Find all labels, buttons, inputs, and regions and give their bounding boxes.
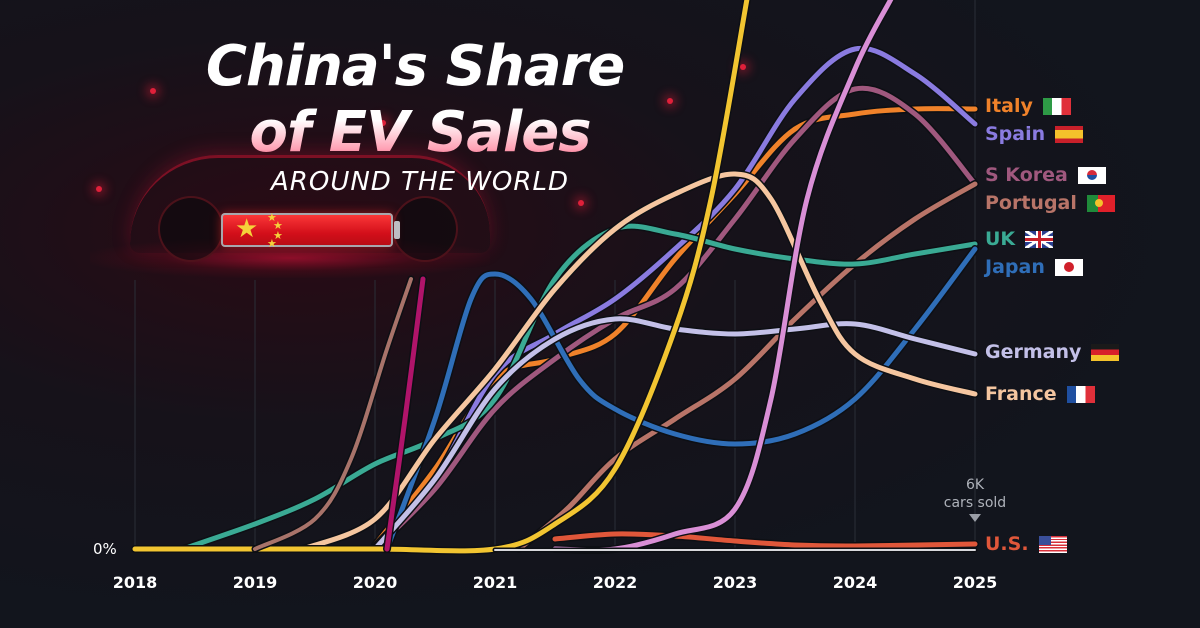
legend-label: Spain	[985, 123, 1046, 145]
legend-item: S Korea	[985, 164, 1106, 186]
legend-item: Portugal	[985, 192, 1115, 214]
small-star-icon: ★	[267, 237, 277, 250]
x-tick-label: 2018	[112, 573, 158, 592]
title-line-1: China's Share	[205, 34, 625, 99]
x-tick-label: 2025	[952, 573, 998, 592]
uk-flag-icon	[1025, 230, 1054, 248]
spain-flag-icon	[1055, 125, 1084, 143]
x-tick-label: 2020	[352, 573, 398, 592]
italy-flag-icon	[1042, 97, 1071, 115]
legend-label: France	[985, 383, 1057, 405]
series-line-u-s	[552, 531, 978, 549]
legend-label: UK	[985, 228, 1016, 250]
car-silhouette	[130, 155, 490, 253]
legend-item: UK	[985, 228, 1054, 250]
small-star-icon: ★	[273, 229, 283, 242]
series-line-unlabeled-tan-exits-behind-title	[253, 277, 413, 551]
x-tick-label: 2023	[712, 573, 758, 592]
series-lines	[131, 0, 979, 555]
small-star-icon: ★	[273, 219, 283, 232]
us-annotation: 6K cars sold	[925, 476, 1025, 522]
legend-item: Japan	[985, 256, 1083, 278]
japan-flag-icon	[1054, 258, 1083, 276]
decorative-dot	[150, 88, 156, 94]
germany-flag-icon	[1091, 343, 1120, 361]
decorative-dot	[740, 64, 746, 70]
small-star-icon: ★	[267, 211, 277, 224]
series-line-unlabeled-magenta-exits-behind-title	[384, 276, 426, 552]
france-flag-icon	[1066, 385, 1095, 403]
series-line-germany	[372, 316, 978, 552]
series-line-japan	[384, 246, 978, 552]
car-wheel-rear	[392, 196, 458, 262]
x-tick-label: 2021	[472, 573, 518, 592]
down-triangle-icon	[969, 514, 981, 522]
decorative-dot	[667, 98, 673, 104]
y-axis-zero-label: 0%	[93, 540, 117, 558]
large-star-icon: ★	[235, 214, 259, 244]
us-flag-icon	[1038, 535, 1067, 553]
x-tick-label: 2024	[832, 573, 878, 592]
annotation-text: cars sold	[943, 495, 1007, 511]
subtitle: AROUND THE WORLD	[271, 167, 569, 197]
series-line-unlabeled-pink-exits-top	[552, 0, 894, 553]
legend-item: Italy	[985, 95, 1071, 117]
series-line-portugal	[516, 181, 978, 552]
legend-item: Spain	[985, 123, 1084, 145]
legend-label: S Korea	[985, 164, 1068, 186]
decorative-dot	[96, 186, 102, 192]
x-tick-label: 2022	[592, 573, 638, 592]
south-korea-flag-icon	[1077, 166, 1106, 184]
annotation-value: 6K	[965, 477, 985, 493]
legend-item: France	[985, 383, 1095, 405]
x-tick-label: 2019	[232, 573, 278, 592]
series-line-unlabeled-yellow-exits-top	[132, 0, 750, 554]
legend-item: Germany	[985, 341, 1120, 363]
series-line-france	[300, 171, 978, 552]
legend-label: U.S.	[985, 533, 1029, 555]
decorative-dot	[380, 120, 386, 126]
portugal-flag-icon	[1086, 194, 1115, 212]
china-flag-battery-icon: ★ ★ ★ ★ ★	[221, 211, 400, 250]
series-line-s-korea	[372, 85, 978, 552]
title-line-2: of EV Sales	[190, 100, 650, 166]
legend-label: Italy	[985, 95, 1033, 117]
legend-label: Portugal	[985, 192, 1077, 214]
decorative-dot	[578, 200, 584, 206]
battery-cap	[394, 221, 400, 239]
legend-label: Germany	[985, 341, 1082, 363]
legend-label: Japan	[985, 256, 1045, 278]
series-line-uk	[180, 223, 978, 552]
legend-item: U.S.	[985, 533, 1067, 555]
